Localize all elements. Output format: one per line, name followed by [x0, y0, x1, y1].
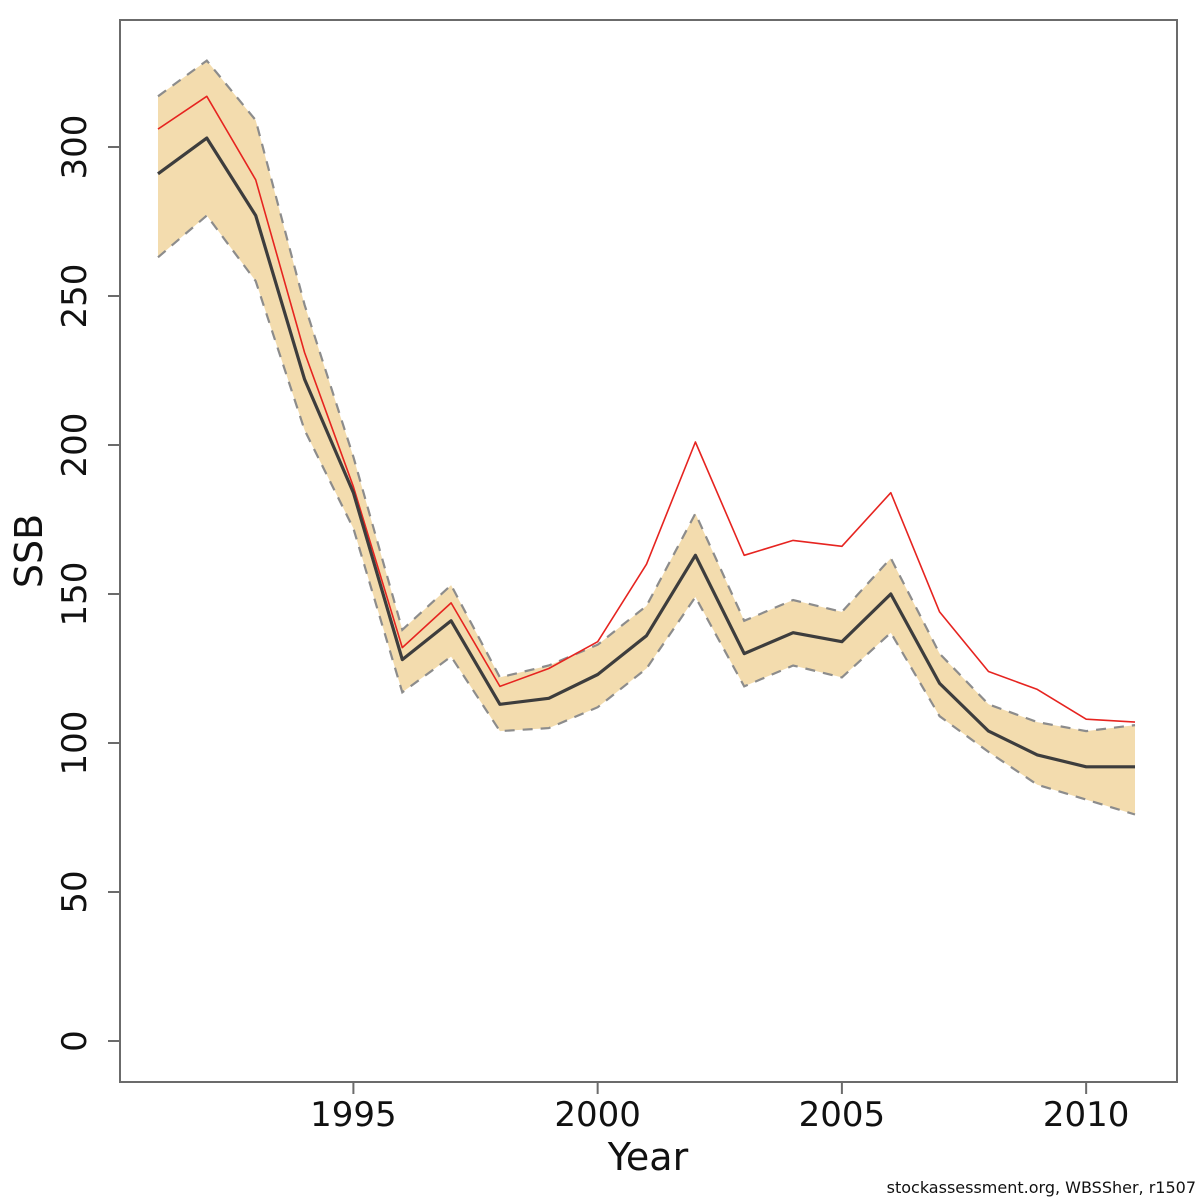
plot-box: [119, 19, 1178, 1083]
footer-credit: stockassessment.org, WBSSher, r1507: [886, 1178, 1196, 1197]
y-tick-label: 150: [55, 562, 95, 627]
x-axis-title: Year: [607, 1135, 689, 1179]
ssb-line: [157, 136, 1135, 769]
x-axis: 1995 2000 2005 2010: [310, 1082, 1129, 1135]
x-tick-label: 2000: [554, 1095, 641, 1135]
x-tick-label: 2005: [799, 1095, 886, 1135]
confidence-band-group: [157, 59, 1136, 816]
red-line: [157, 95, 1136, 723]
confidence-band: [158, 60, 1135, 815]
y-axis: 0 50 100 150 200 250 300: [55, 115, 120, 1052]
y-tick-label: 300: [55, 115, 95, 180]
y-tick-label: 0: [55, 1030, 95, 1052]
x-tick-label: 2010: [1043, 1095, 1130, 1135]
band-lower-edge: [157, 213, 1136, 816]
y-tick-label: 250: [55, 264, 95, 329]
x-tick-label: 1995: [310, 1095, 397, 1135]
series-lines-group: [157, 95, 1136, 769]
y-tick-label: 200: [55, 413, 95, 478]
y-axis-title: SSB: [7, 514, 51, 588]
y-tick-label: 100: [55, 711, 95, 776]
y-tick-label: 50: [55, 870, 95, 913]
band-upper-edge: [157, 59, 1136, 733]
